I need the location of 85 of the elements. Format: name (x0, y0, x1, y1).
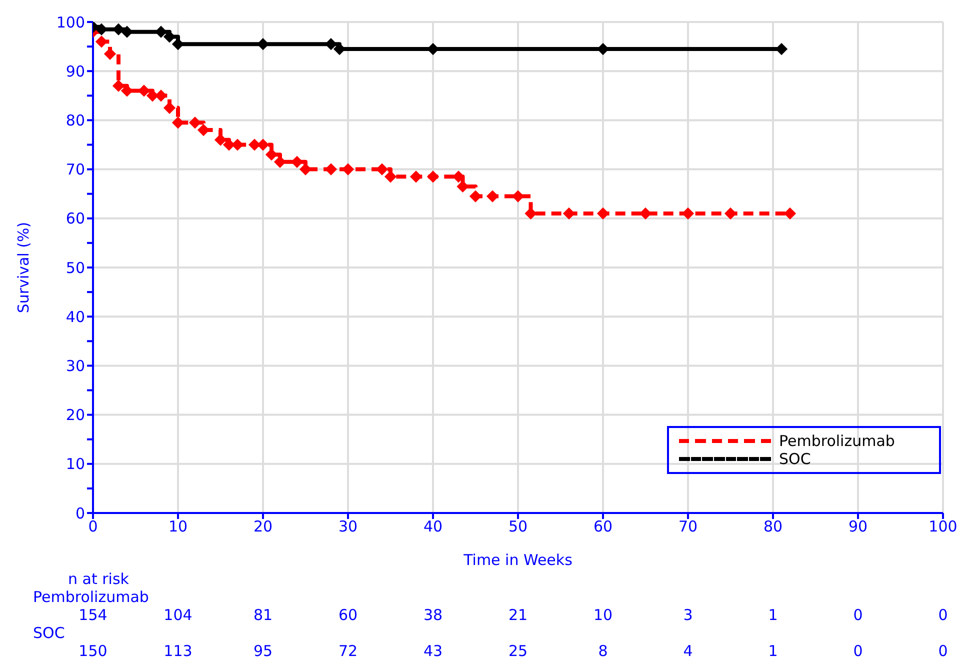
text: 104 (162, 606, 194, 624)
text: 0 (937, 606, 949, 624)
text: 25 (507, 642, 529, 659)
y-tick-label: 100 (56, 13, 85, 32)
point (96, 36, 108, 48)
point (325, 38, 337, 50)
x-tick-label: 50 (508, 518, 528, 536)
x-tick-label: 40 (423, 518, 443, 536)
point (164, 102, 176, 114)
point (486, 190, 498, 202)
y-axis-title: Survival (%) (14, 222, 32, 314)
y-tick-label: 60 (66, 210, 85, 228)
x-tick-label: 30 (338, 518, 358, 536)
x-tick-label: 100 (928, 518, 958, 536)
y-tick-label: 70 (66, 160, 85, 179)
point (525, 208, 536, 220)
y-tick-label: 10 (66, 455, 85, 474)
text: 8 (597, 642, 609, 659)
point (512, 190, 524, 202)
x-tick-label: 10 (168, 518, 188, 536)
text: 72 (337, 642, 359, 659)
y-tick-label: 40 (66, 308, 85, 326)
x-tick-label: 0 (88, 518, 98, 536)
point (96, 24, 108, 36)
point (291, 156, 303, 168)
point (172, 116, 184, 128)
legend-label: Pembrolizumab (779, 432, 895, 450)
y-tick-label: 30 (66, 357, 85, 376)
x-axis-title: Time in Weeks (462, 551, 573, 569)
text: 21 (507, 606, 529, 624)
text: Pembrolizumab (33, 588, 149, 606)
point (457, 180, 468, 192)
point (257, 38, 269, 50)
legend-label: SOC (779, 450, 811, 468)
point (121, 26, 133, 38)
x-tick-label: 60 (593, 518, 613, 536)
text: 0 (852, 606, 864, 624)
text: 0 (852, 642, 864, 659)
point (214, 134, 226, 146)
point (112, 24, 124, 36)
point (342, 164, 354, 176)
y-tick-label: 90 (66, 62, 85, 80)
x-tick-label: 90 (848, 518, 868, 536)
text: 4 (682, 642, 694, 659)
point (248, 139, 260, 150)
text: 10 (592, 606, 614, 624)
text: 150 (78, 642, 108, 659)
point (470, 190, 482, 202)
text: 60 (337, 606, 359, 624)
y-tick-label: 80 (66, 112, 85, 130)
text: 113 (162, 642, 194, 659)
text: 43 (422, 642, 444, 659)
point (410, 170, 422, 182)
y-tick-label: 20 (66, 406, 85, 424)
point (155, 26, 167, 38)
text: 0 (937, 642, 949, 659)
text: 81 (252, 606, 274, 624)
x-tick-label: 80 (763, 518, 783, 536)
y-tick-label: 0 (75, 504, 85, 522)
y-tick-label: 50 (66, 258, 85, 277)
point (300, 164, 312, 176)
point (325, 164, 337, 176)
text: 154 (78, 606, 108, 624)
point (274, 156, 286, 168)
point (784, 208, 796, 220)
point (376, 164, 388, 176)
text: n at risk (68, 570, 129, 588)
text: 3 (682, 606, 694, 624)
point (223, 139, 235, 150)
point (232, 139, 244, 150)
text: 1 (767, 642, 779, 659)
text: 95 (252, 642, 274, 659)
point (452, 170, 464, 182)
point (155, 90, 167, 102)
point (138, 84, 150, 96)
x-tick-label: 20 (253, 518, 273, 536)
point (104, 48, 116, 60)
x-tick-label: 70 (678, 518, 698, 536)
point (189, 116, 201, 128)
point (112, 80, 124, 92)
point (427, 170, 439, 182)
text: 38 (422, 606, 444, 624)
text: 1 (767, 606, 779, 624)
point (257, 139, 269, 150)
text: SOC (33, 624, 65, 642)
